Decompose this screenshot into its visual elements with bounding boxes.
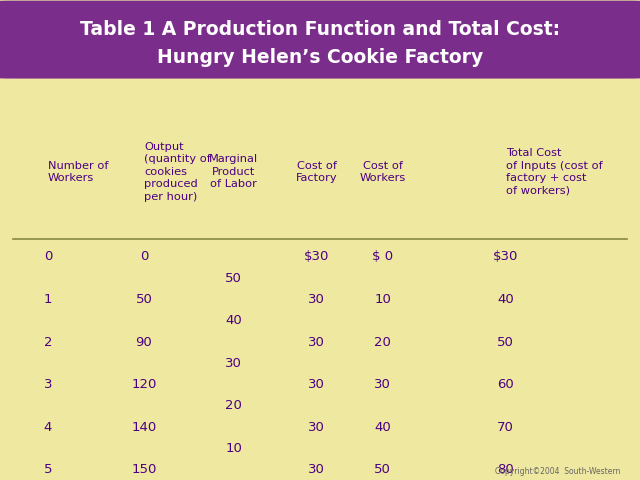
Text: $ 0: $ 0 <box>372 251 394 264</box>
Text: Marginal
Product
of Labor: Marginal Product of Labor <box>209 155 258 189</box>
Text: Hungry Helen’s Cookie Factory: Hungry Helen’s Cookie Factory <box>157 48 483 67</box>
Text: Output
(quantity of
cookies
produced
per hour): Output (quantity of cookies produced per… <box>144 142 211 202</box>
Text: 40: 40 <box>374 421 391 434</box>
Text: 140: 140 <box>131 421 157 434</box>
Text: 30: 30 <box>308 336 325 348</box>
Text: 30: 30 <box>225 357 242 370</box>
Text: 1: 1 <box>44 293 52 306</box>
FancyBboxPatch shape <box>0 0 640 79</box>
Text: Cost of
Factory: Cost of Factory <box>296 160 338 183</box>
Text: Number of
Workers: Number of Workers <box>48 160 109 183</box>
Text: 30: 30 <box>308 378 325 391</box>
Text: 5: 5 <box>44 463 52 476</box>
Text: 20: 20 <box>374 336 391 348</box>
Text: 10: 10 <box>225 442 242 455</box>
Text: 30: 30 <box>308 293 325 306</box>
Text: 90: 90 <box>136 336 152 348</box>
Text: $30: $30 <box>493 251 518 264</box>
Text: 30: 30 <box>308 463 325 476</box>
Text: 3: 3 <box>44 378 52 391</box>
Text: $30: $30 <box>304 251 330 264</box>
Text: Total Cost
of Inputs (cost of
factory + cost
of workers): Total Cost of Inputs (cost of factory + … <box>506 148 602 195</box>
Text: 30: 30 <box>308 421 325 434</box>
Text: 120: 120 <box>131 378 157 391</box>
Text: 70: 70 <box>497 421 514 434</box>
Text: 50: 50 <box>497 336 514 348</box>
Text: 50: 50 <box>225 272 242 285</box>
Text: 40: 40 <box>497 293 514 306</box>
Text: 150: 150 <box>131 463 157 476</box>
Text: 60: 60 <box>497 378 514 391</box>
Text: 20: 20 <box>225 399 242 412</box>
Text: 10: 10 <box>374 293 391 306</box>
Text: 4: 4 <box>44 421 52 434</box>
Text: 80: 80 <box>497 463 514 476</box>
Text: 50: 50 <box>136 293 152 306</box>
Text: Copyright©2004  South-Western: Copyright©2004 South-Western <box>495 467 621 476</box>
Text: 0: 0 <box>140 251 148 264</box>
Text: 50: 50 <box>374 463 391 476</box>
Text: 40: 40 <box>225 314 242 327</box>
Text: 30: 30 <box>374 378 391 391</box>
Text: 2: 2 <box>44 336 52 348</box>
Text: Table 1 A Production Function and Total Cost:: Table 1 A Production Function and Total … <box>80 20 560 39</box>
Text: 0: 0 <box>44 251 52 264</box>
Text: Cost of
Workers: Cost of Workers <box>360 160 406 183</box>
